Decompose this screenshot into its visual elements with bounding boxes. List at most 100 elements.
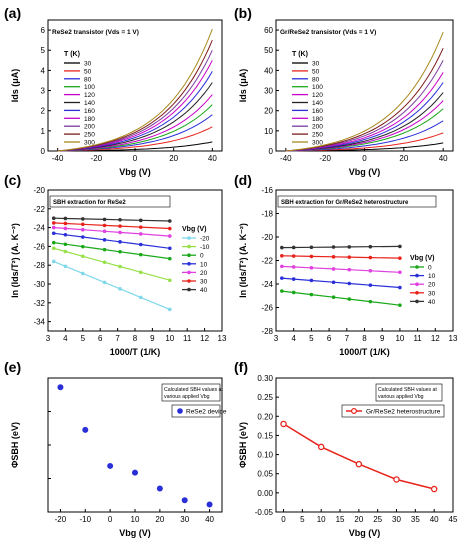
data-point bbox=[331, 245, 336, 249]
legend-label: 0 bbox=[428, 265, 432, 272]
legend-label: 30 bbox=[428, 290, 436, 297]
panel-label: (e) bbox=[4, 359, 21, 375]
x-tick-label: 40 bbox=[208, 154, 217, 163]
x-tick-label: 8 bbox=[362, 334, 367, 343]
chart-annotation: various applied Vbg bbox=[164, 394, 210, 400]
series-line bbox=[53, 227, 170, 237]
x-tick-label: 35 bbox=[411, 515, 420, 524]
data-point bbox=[291, 254, 296, 258]
data-point bbox=[280, 289, 284, 293]
legend-title: Vbg (V) bbox=[182, 226, 207, 233]
chart-panel: (b) -40 -20 0 20 40 0 10 20 30 40 50 60 Vbg (V) Ids (μ… bbox=[234, 5, 454, 177]
legend-label: 300 bbox=[312, 140, 323, 147]
x-tick-label: 6 bbox=[98, 334, 103, 343]
chart-annotation: SBH extraction for ReSe2 bbox=[53, 200, 126, 206]
data-point bbox=[368, 255, 373, 260]
legend-label: 30 bbox=[312, 61, 320, 68]
chart-panel: (a) -40 -20 0 20 40 0 1 2 3 4 5 6 Vbg (V) Ids (μA) ReSe… bbox=[4, 5, 223, 177]
data-point bbox=[280, 420, 287, 428]
y-tick-label: 0 bbox=[269, 147, 274, 156]
x-tick-label: 0 bbox=[362, 154, 367, 163]
data-point bbox=[280, 264, 284, 269]
x-tick-label: 20 bbox=[399, 154, 408, 163]
data-point bbox=[132, 469, 138, 476]
legend-label: 160 bbox=[312, 108, 323, 115]
x-tick-label: 0 bbox=[133, 154, 138, 163]
series-line bbox=[283, 423, 435, 490]
data-point bbox=[347, 297, 352, 301]
legend-marker bbox=[415, 265, 419, 269]
data-point bbox=[280, 254, 284, 258]
x-tick-label: 12 bbox=[431, 334, 440, 343]
x-axis-label: Vbg (V) bbox=[349, 528, 381, 538]
data-point bbox=[81, 235, 85, 239]
data-point bbox=[118, 230, 122, 235]
x-tick-label: 45 bbox=[449, 515, 458, 524]
data-point bbox=[309, 245, 314, 250]
legend-marker bbox=[187, 262, 191, 266]
legend-label: 80 bbox=[84, 76, 92, 83]
series-line bbox=[285, 108, 444, 152]
y-tick-label: 2 bbox=[41, 107, 46, 116]
x-tick-label: 20 bbox=[354, 515, 363, 524]
data-point bbox=[51, 246, 56, 251]
x-tick-label: 4 bbox=[291, 334, 296, 343]
x-tick-label: 10 bbox=[317, 515, 326, 524]
legend-label: 140 bbox=[312, 100, 323, 107]
data-point bbox=[102, 223, 107, 228]
series-line bbox=[281, 245, 400, 249]
x-tick-label: 7 bbox=[345, 334, 350, 343]
panel-label: (c) bbox=[4, 172, 21, 188]
series-line bbox=[53, 247, 170, 281]
series-line bbox=[57, 28, 213, 152]
legend-label: 250 bbox=[312, 132, 323, 139]
chart-panel: (e) -20 -10 0 10 20 30 40 Vbg (V) ΦSBH (eV) Calcul… bbox=[4, 359, 227, 538]
y-axis-label: Ids (μA) bbox=[238, 69, 248, 103]
data-point bbox=[81, 227, 85, 232]
data-point bbox=[156, 485, 163, 492]
y-tick-label: 0 bbox=[41, 147, 46, 156]
data-point bbox=[51, 259, 56, 264]
data-point bbox=[63, 226, 68, 231]
data-point bbox=[81, 271, 85, 276]
annotation-box bbox=[375, 383, 443, 402]
data-point bbox=[168, 307, 172, 312]
legend-label: -20 bbox=[200, 236, 210, 243]
data-point bbox=[51, 225, 56, 230]
x-tick-label: 13 bbox=[218, 334, 227, 343]
data-point bbox=[81, 244, 85, 249]
data-point bbox=[63, 249, 68, 254]
data-point bbox=[347, 255, 352, 259]
data-point bbox=[368, 283, 373, 287]
series-line bbox=[53, 222, 170, 230]
data-point bbox=[355, 460, 363, 468]
x-tick-label: 12 bbox=[200, 334, 209, 343]
data-point bbox=[291, 290, 296, 295]
y-tick-label: -20 bbox=[33, 186, 45, 195]
data-point bbox=[82, 426, 89, 433]
data-point bbox=[168, 278, 172, 283]
data-point bbox=[181, 497, 188, 504]
data-point bbox=[81, 217, 85, 221]
data-point bbox=[291, 265, 296, 269]
x-tick-label: 10 bbox=[131, 515, 140, 524]
x-tick-label: 9 bbox=[380, 334, 385, 343]
series-line bbox=[281, 290, 400, 306]
x-axis-label: Vbg (V) bbox=[119, 528, 151, 538]
data-point bbox=[51, 240, 56, 245]
data-point bbox=[317, 443, 325, 451]
y-tick-label: 40 bbox=[264, 66, 273, 75]
series-line bbox=[53, 260, 171, 310]
y-tick-label: -34 bbox=[33, 318, 45, 327]
data-point bbox=[138, 252, 143, 257]
x-tick-label: 0 bbox=[281, 515, 286, 524]
legend-label: 80 bbox=[312, 76, 320, 83]
series-line bbox=[53, 242, 170, 260]
series-line bbox=[53, 217, 170, 222]
data-point bbox=[118, 264, 122, 269]
data-point bbox=[63, 242, 68, 247]
chart-annotation: Calculated SBH values at bbox=[164, 387, 223, 393]
legend-box bbox=[341, 404, 445, 418]
data-point bbox=[102, 238, 107, 242]
